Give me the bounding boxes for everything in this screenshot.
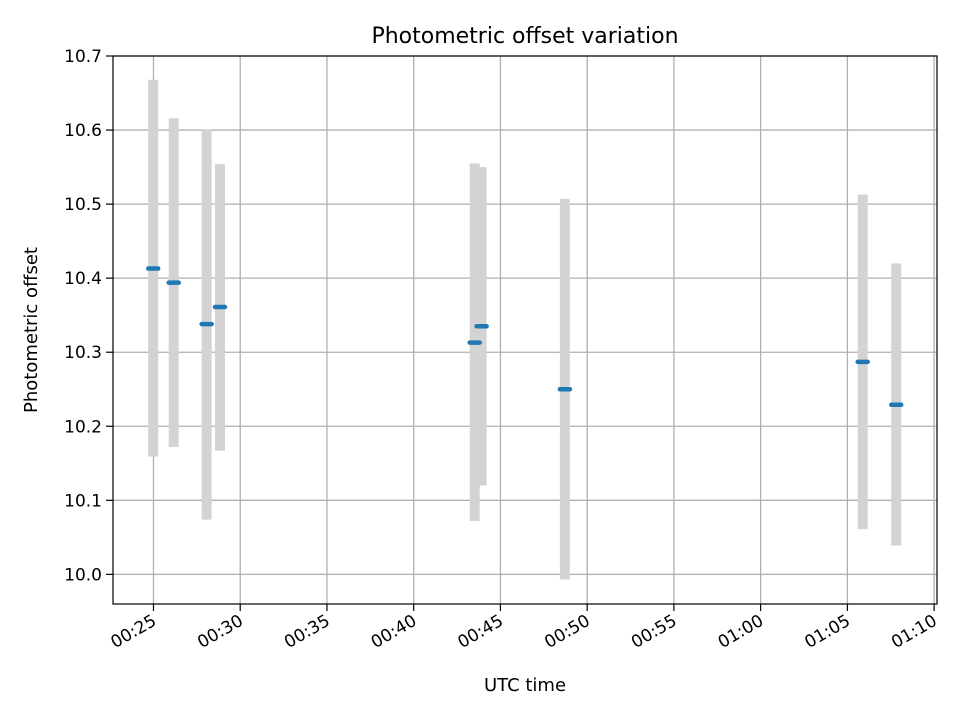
x-axis-ticks: 00:25 00:30 00:35 00:40 00:45 00:50 00:55 01:00…: [108, 604, 941, 653]
error-bars: [148, 79, 902, 580]
x-tick-label: 00:50: [541, 611, 593, 653]
y-tick-label: 10.1: [64, 491, 102, 511]
x-tick-label: 00:40: [368, 611, 420, 653]
y-tick-label: 10.5: [64, 195, 102, 215]
y-axis-ticks: 10.0 10.1 10.2 10.3 10.4 10.5 10.6 10.7: [64, 47, 113, 585]
x-tick-label: 00:35: [281, 611, 333, 653]
x-tick-label: 00:25: [108, 611, 160, 653]
x-axis-label: UTC time: [484, 675, 566, 696]
y-tick-label: 10.7: [64, 47, 102, 67]
x-tick-label: 01:05: [801, 611, 853, 653]
x-tick-label: 01:10: [888, 611, 940, 653]
grid: [113, 55, 937, 604]
x-tick-label: 00:55: [628, 611, 680, 653]
data-points: [145, 266, 904, 408]
plot-frame: [112, 55, 938, 605]
y-tick-label: 10.3: [64, 343, 102, 363]
y-tick-label: 10.0: [64, 565, 102, 585]
y-axis-label: Photometric offset: [21, 247, 42, 413]
y-tick-label: 10.2: [64, 417, 102, 437]
y-tick-label: 10.4: [64, 269, 102, 289]
x-tick-label: 00:30: [194, 611, 246, 653]
y-tick-label: 10.6: [64, 121, 102, 141]
x-tick-label: 01:00: [715, 611, 767, 653]
x-tick-label: 00:45: [454, 611, 506, 653]
chart-title: Photometric offset variation: [371, 24, 678, 49]
